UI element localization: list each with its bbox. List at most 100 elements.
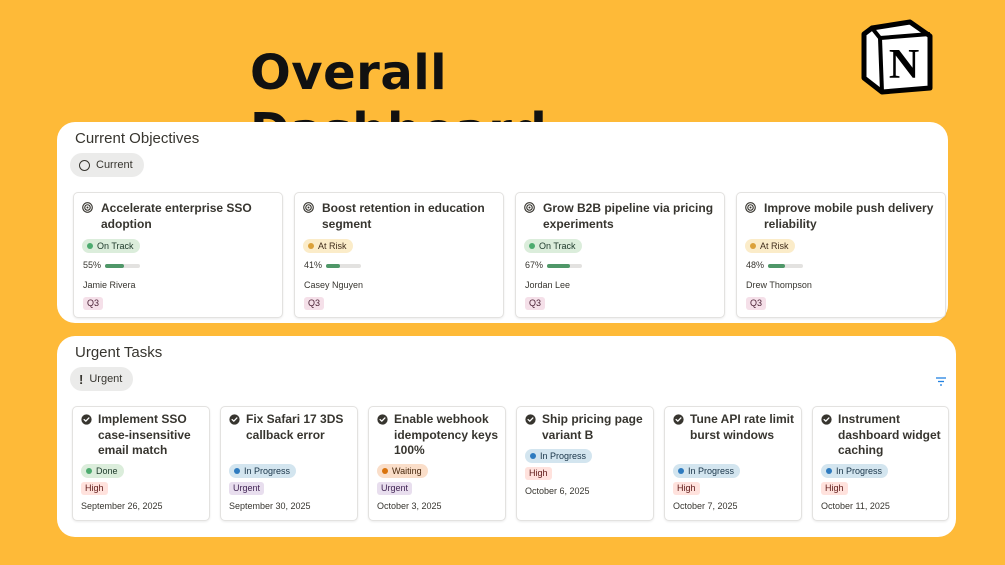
- status-dot: [308, 243, 314, 249]
- notion-logo-letter: N: [889, 42, 919, 88]
- status-label: Done: [96, 466, 118, 476]
- progress-percent: 48%: [746, 260, 765, 270]
- status-dot: [530, 453, 536, 459]
- exclamation-icon: !: [79, 371, 84, 387]
- status-label: Waiting: [392, 466, 422, 476]
- status-badge: Done: [81, 464, 124, 478]
- due-date: October 11, 2025: [821, 501, 890, 511]
- status-badge: On Track: [82, 239, 140, 253]
- view-tab-label: Urgent: [89, 373, 123, 385]
- urgent-heading: Urgent Tasks: [75, 344, 163, 361]
- status-label: In Progress: [688, 466, 735, 476]
- status-badge: In Progress: [229, 464, 297, 478]
- quarter-tag: Q3: [525, 297, 546, 310]
- owner-name: Jordan Lee: [525, 280, 571, 290]
- circle-icon: [79, 159, 90, 171]
- due-date: September 30, 2025: [229, 501, 311, 511]
- due-date: September 26, 2025: [81, 501, 163, 511]
- due-date: October 3, 2025: [377, 501, 442, 511]
- status-dot: [86, 468, 92, 474]
- task-title: Enable webhook idempotency keys 100%: [394, 412, 499, 457]
- progress-fill: [326, 264, 341, 268]
- status-dot: [87, 243, 93, 249]
- check-circle-icon: [673, 414, 684, 425]
- check-circle-icon: [229, 414, 240, 425]
- check-circle-icon: [377, 414, 388, 425]
- owner-name: Casey Nguyen: [304, 280, 364, 290]
- status-badge: In Progress: [821, 464, 889, 478]
- progress-percent: 41%: [304, 260, 323, 270]
- quarter-tag: Q3: [83, 297, 104, 310]
- due-date: October 6, 2025: [525, 486, 590, 496]
- target-icon: [82, 202, 93, 213]
- quarter-tag: Q3: [304, 297, 325, 310]
- priority-tag: High: [673, 482, 700, 495]
- task-card[interactable]: Enable webhook idempotency keys 100% Wait…: [368, 406, 506, 521]
- status-badge: In Progress: [525, 449, 593, 463]
- view-tab-current[interactable]: Current: [70, 153, 144, 177]
- objective-title: Accelerate enterprise SSO adoption: [101, 201, 252, 231]
- task-card[interactable]: Implement SSO case-insensitive email mat…: [72, 406, 210, 521]
- progress-bar: [326, 264, 361, 268]
- objective-title: Improve mobile push delivery reliability: [764, 201, 934, 231]
- notion-logo: N: [861, 19, 933, 95]
- progress-fill: [105, 264, 125, 268]
- status-badge: Waiting: [377, 464, 428, 478]
- task-title: Tune API rate limit burst windows: [690, 412, 795, 442]
- status-label: On Track: [539, 241, 576, 251]
- due-date: October 7, 2025: [673, 501, 738, 511]
- owner-name: Drew Thompson: [746, 280, 812, 290]
- objective-card[interactable]: Boost retention in education segment At R…: [294, 192, 504, 318]
- owner-name: Jamie Rivera: [83, 280, 136, 290]
- status-dot: [234, 468, 240, 474]
- objective-title: Boost retention in education segment: [322, 201, 485, 231]
- status-label: In Progress: [540, 451, 587, 461]
- objective-card[interactable]: Grow B2B pipeline via pricing experiment…: [515, 192, 725, 318]
- filter-icon[interactable]: [936, 377, 946, 386]
- priority-tag: High: [525, 467, 552, 480]
- priority-tag: Urgent: [377, 482, 413, 495]
- view-tab-urgent[interactable]: ! Urgent: [70, 367, 134, 391]
- check-circle-icon: [525, 414, 536, 425]
- status-label: On Track: [97, 241, 134, 251]
- progress-bar: [547, 264, 582, 268]
- objective-card[interactable]: Improve mobile push delivery reliability…: [736, 192, 946, 318]
- quarter-tag: Q3: [746, 297, 767, 310]
- status-dot: [678, 468, 684, 474]
- urgent-panel: Urgent Tasks ! Urgent Implement SSO case…: [57, 336, 956, 537]
- priority-tag: High: [81, 482, 108, 495]
- status-dot: [826, 468, 832, 474]
- status-badge: At Risk: [745, 239, 795, 253]
- objectives-heading: Current Objectives: [75, 130, 200, 147]
- status-badge: In Progress: [673, 464, 741, 478]
- objective-card[interactable]: Accelerate enterprise SSO adoption On Tra…: [73, 192, 283, 318]
- progress-fill: [768, 264, 785, 268]
- task-card[interactable]: Ship pricing page variant B In Progress Hi…: [516, 406, 654, 521]
- objectives-panel: Current Objectives Current Accelerate en…: [57, 122, 948, 323]
- check-circle-icon: [81, 414, 92, 425]
- status-badge: At Risk: [303, 239, 353, 253]
- target-icon: [524, 202, 535, 213]
- task-card[interactable]: Tune API rate limit burst windows In Prog…: [664, 406, 802, 521]
- task-title: Ship pricing page variant B: [542, 412, 643, 442]
- status-badge: On Track: [524, 239, 582, 253]
- task-card[interactable]: Instrument dashboard widget caching In Pr…: [812, 406, 949, 521]
- task-card[interactable]: Fix Safari 17 3DS callback error In Progr…: [220, 406, 358, 521]
- priority-tag: High: [821, 482, 848, 495]
- view-tab-label: Current: [96, 159, 133, 171]
- progress-percent: 67%: [525, 260, 544, 270]
- status-dot: [382, 468, 388, 474]
- target-icon: [745, 202, 756, 213]
- status-dot: [529, 243, 535, 249]
- priority-tag: Urgent: [229, 482, 265, 495]
- status-dot: [750, 243, 756, 249]
- status-label: At Risk: [318, 241, 347, 251]
- status-label: In Progress: [836, 466, 883, 476]
- progress-percent: 55%: [83, 260, 102, 270]
- task-title: Fix Safari 17 3DS callback error: [246, 412, 344, 442]
- target-icon: [303, 202, 314, 213]
- status-label: At Risk: [760, 241, 789, 251]
- task-title: Instrument dashboard widget caching: [838, 412, 941, 457]
- check-circle-icon: [821, 414, 832, 425]
- progress-bar: [768, 264, 803, 268]
